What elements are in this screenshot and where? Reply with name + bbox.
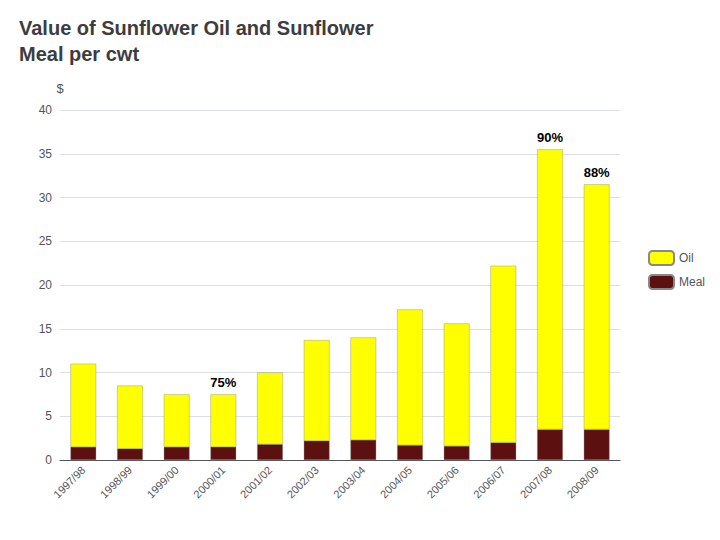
svg-text:Meal: Meal [679, 275, 705, 289]
svg-text:2003/04: 2003/04 [331, 464, 368, 501]
svg-text:2000/01: 2000/01 [191, 464, 228, 501]
svg-text:10: 10 [39, 366, 53, 380]
svg-text:88%: 88% [584, 165, 610, 180]
svg-text:2004/05: 2004/05 [378, 464, 415, 501]
svg-text:1997/98: 1997/98 [51, 464, 88, 501]
svg-text:5: 5 [45, 409, 52, 423]
svg-text:2007/08: 2007/08 [518, 464, 555, 501]
svg-text:$: $ [56, 81, 64, 96]
svg-text:25: 25 [39, 234, 53, 248]
svg-text:35: 35 [39, 147, 53, 161]
svg-text:2001/02: 2001/02 [238, 464, 275, 501]
svg-text:Meal per cwt: Meal per cwt [19, 43, 139, 65]
svg-text:1998/99: 1998/99 [98, 464, 135, 501]
svg-text:2005/06: 2005/06 [424, 464, 461, 501]
svg-text:2006/07: 2006/07 [471, 464, 508, 501]
svg-text:75%: 75% [210, 375, 236, 390]
svg-text:2008/09: 2008/09 [564, 464, 601, 501]
svg-text:15: 15 [39, 322, 53, 336]
svg-text:30: 30 [39, 191, 53, 205]
svg-text:2002/03: 2002/03 [284, 464, 321, 501]
svg-text:Value of Sunflower Oil and Sun: Value of Sunflower Oil and Sunflower [19, 17, 374, 39]
svg-text:20: 20 [39, 278, 53, 292]
svg-text:1999/00: 1999/00 [144, 464, 181, 501]
svg-text:0: 0 [45, 453, 52, 467]
svg-text:40: 40 [39, 103, 53, 117]
svg-text:90%: 90% [537, 130, 563, 145]
svg-text:Oil: Oil [679, 251, 694, 265]
